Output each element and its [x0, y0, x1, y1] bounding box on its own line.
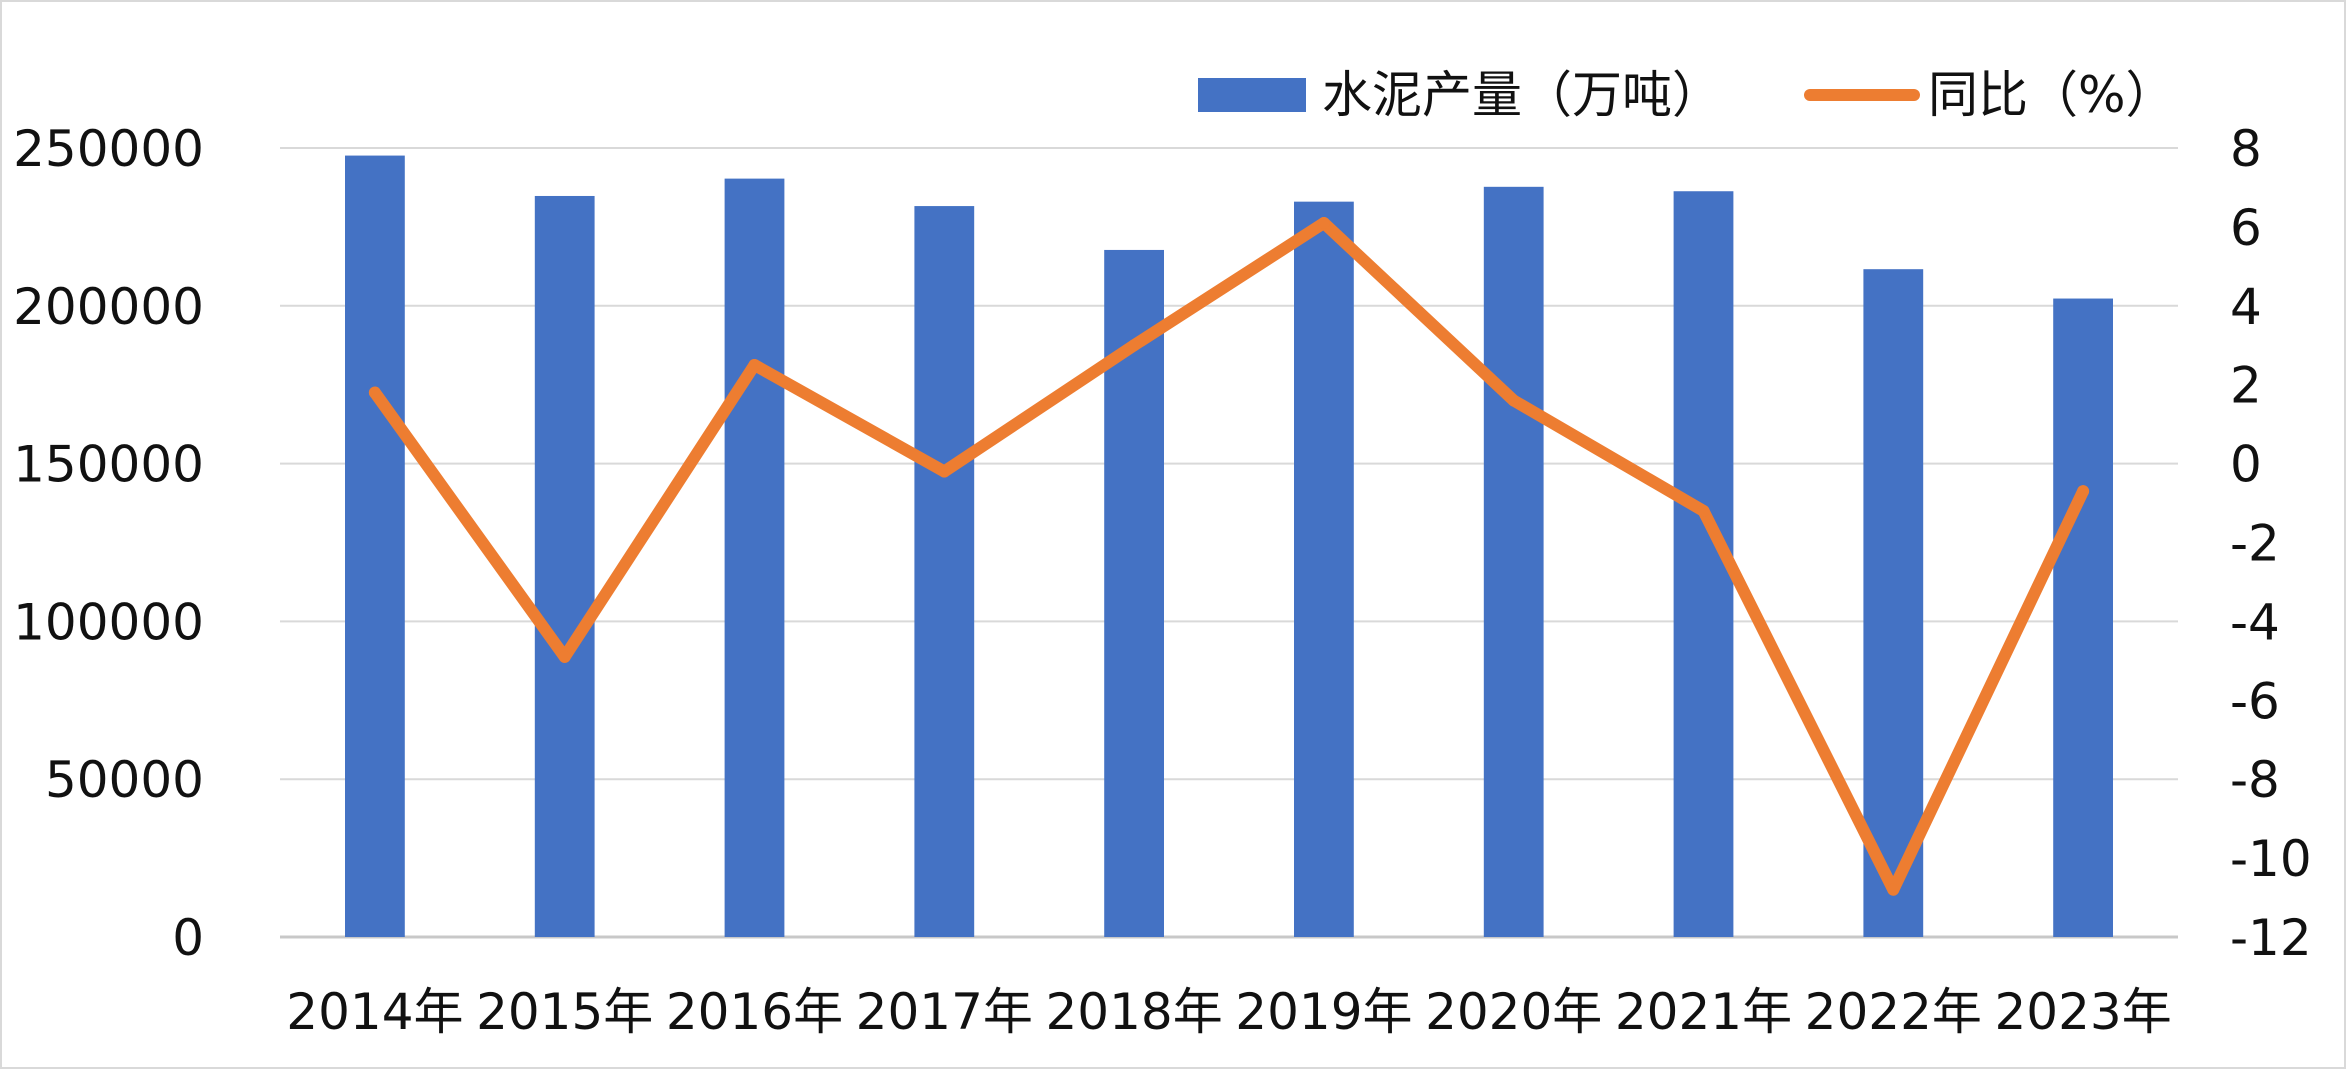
left-tick-label: 250000	[13, 120, 204, 178]
bar	[914, 206, 975, 937]
line-point	[1697, 504, 1710, 517]
x-tick-label: 2014年	[286, 983, 463, 1041]
left-tick-label: 100000	[13, 593, 204, 651]
right-tick-label: 4	[2230, 278, 2262, 336]
right-axis: -12 -10 -8 -6 -4 -2 0 2 4 6 8	[2230, 120, 2312, 967]
right-tick-label: 8	[2230, 120, 2262, 178]
line-point	[1128, 339, 1141, 352]
right-tick-label: -10	[2230, 830, 2312, 888]
line-point	[938, 465, 951, 478]
line-point	[2077, 485, 2090, 498]
x-axis: 2014年 2015年 2016年 2017年 2018年 2019年 2020年 2021年…	[286, 983, 2171, 1041]
left-axis: 0 50000 100000 150000 200000 250000	[13, 120, 204, 967]
line-point	[1887, 883, 1900, 896]
line-series	[368, 216, 2090, 896]
bar	[1483, 186, 1544, 938]
line-path	[368, 217, 2090, 896]
bar-series	[345, 155, 2113, 938]
line-point	[558, 650, 571, 663]
bar	[2053, 298, 2113, 937]
x-tick-label: 2017年	[856, 983, 1033, 1041]
x-tick-label: 2019年	[1235, 983, 1412, 1041]
bar	[1294, 201, 1354, 938]
legend: 水泥产量（万吨） 同比（%）	[1198, 66, 2176, 124]
bar	[1863, 269, 1924, 937]
legend-label-line: 同比（%）	[1928, 66, 2176, 124]
bar	[345, 155, 405, 937]
right-tick-label: -6	[2230, 672, 2280, 730]
right-tick-label: -8	[2230, 751, 2280, 809]
line-point	[748, 358, 761, 371]
gridlines	[280, 147, 2178, 939]
left-tick-label: 50000	[45, 751, 204, 809]
x-tick-label: 2021年	[1615, 983, 1792, 1041]
line-point	[1317, 216, 1330, 229]
right-tick-label: -2	[2230, 515, 2280, 573]
bar	[534, 195, 595, 938]
line-point	[1507, 394, 1520, 407]
x-tick-label: 2020年	[1425, 983, 1602, 1041]
line-point	[368, 386, 381, 399]
bar	[724, 178, 785, 937]
left-tick-label: 150000	[13, 436, 204, 494]
x-tick-label: 2023年	[1994, 983, 2171, 1041]
right-tick-label: 6	[2230, 199, 2262, 257]
right-tick-label: -4	[2230, 593, 2280, 651]
left-tick-label: 200000	[13, 278, 204, 336]
right-tick-label: -12	[2230, 909, 2312, 967]
x-tick-label: 2015年	[476, 983, 653, 1041]
x-tick-label: 2018年	[1045, 983, 1222, 1041]
left-tick-label: 0	[172, 909, 204, 967]
right-tick-label: 2	[2230, 357, 2262, 415]
legend-label-bar: 水泥产量（万吨）	[1322, 66, 1722, 124]
right-tick-label: 0	[2230, 436, 2262, 494]
bar	[1673, 191, 1734, 938]
x-tick-label: 2022年	[1805, 983, 1982, 1041]
legend-swatch-bar	[1198, 78, 1306, 112]
x-tick-label: 2016年	[666, 983, 843, 1041]
